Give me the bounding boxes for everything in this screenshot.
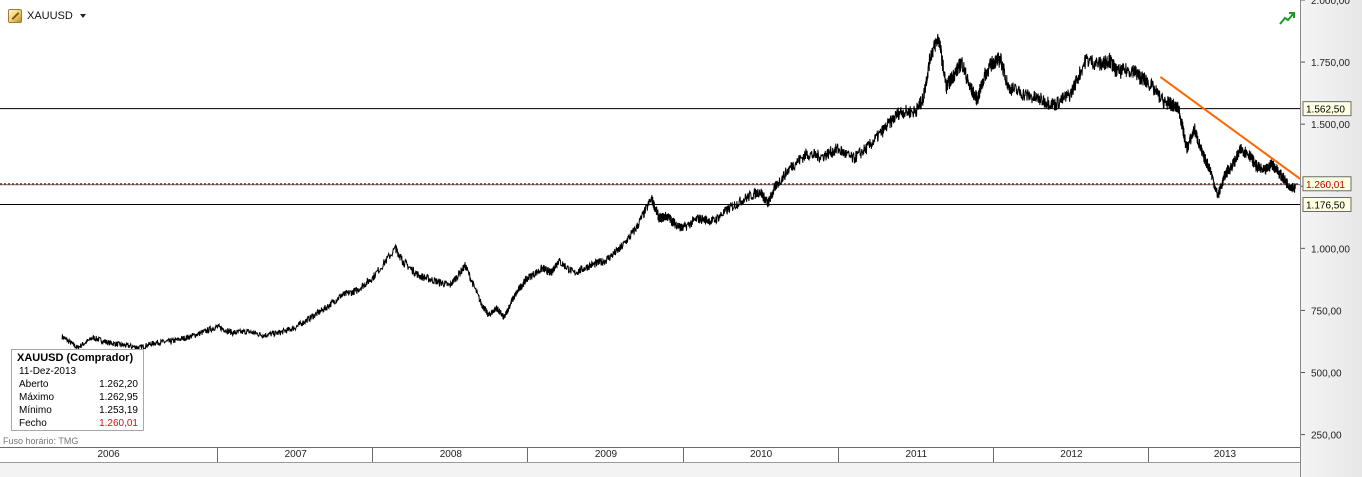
chevron-down-icon[interactable] — [79, 14, 86, 18]
info-value: 1.253,19 — [99, 405, 138, 416]
price-axis-svg: 2.000,001.750,001.500,001.250,001.000,00… — [1301, 0, 1352, 442]
info-row-low: Mínimo 1.253,19 — [17, 404, 138, 417]
chart-plot-area[interactable] — [0, 0, 1300, 447]
info-row-close: Fecho 1.260,01 — [17, 417, 138, 430]
info-value: 1.262,95 — [99, 392, 138, 403]
info-box-title: XAUUSD (Comprador) — [17, 352, 134, 364]
symbol-name[interactable]: XAUUSD — [27, 10, 73, 22]
info-box-date: 11-Dez-2013 — [19, 366, 77, 377]
year-label: 2006 — [97, 449, 120, 460]
year-label: 2013 — [1147, 448, 1301, 462]
time-axis[interactable]: 2006 2007 2008 2009 2010 2011 2012 2013 — [0, 447, 1300, 477]
price-tick-label: 500,00 — [1311, 369, 1342, 380]
price-level-label: 1.176,50 — [1306, 201, 1345, 212]
price-level-flag[interactable] — [1302, 197, 1352, 213]
year-label: 2008 — [372, 448, 528, 462]
info-label: Máximo — [19, 392, 55, 403]
year-label: 2007 — [217, 448, 373, 462]
pencil-icon[interactable] — [8, 9, 22, 23]
info-label: Aberto — [19, 379, 49, 390]
info-label: Mínimo — [19, 405, 52, 416]
current-price-flag[interactable] — [1302, 176, 1352, 192]
price-tick-label: 1.000,00 — [1311, 244, 1350, 255]
price-level-label: 1.562,50 — [1306, 105, 1345, 116]
price-tick-label: 1.500,00 — [1311, 120, 1350, 131]
chart-trend-icon[interactable] — [1279, 11, 1295, 25]
price-level-flag[interactable] — [1302, 101, 1352, 117]
time-axis-labels: 2006 2007 2008 2009 2010 2011 2012 2013 — [0, 448, 1300, 463]
current-price-label: 1.260,01 — [1306, 180, 1345, 191]
year-label: 2009 — [527, 448, 683, 462]
price-tick-label: 250,00 — [1311, 431, 1342, 442]
price-series-line[interactable] — [61, 33, 1296, 351]
info-value-highlight: 1.260,01 — [99, 418, 138, 429]
price-tick-label: 750,00 — [1311, 306, 1342, 317]
price-chart[interactable] — [0, 0, 1300, 447]
price-axis[interactable]: 2.000,001.750,001.500,001.250,001.000,00… — [1300, 0, 1362, 477]
year-label: 2010 — [682, 448, 839, 462]
price-tick-label: 1.750,00 — [1311, 58, 1350, 69]
info-label: Fecho — [19, 418, 47, 429]
year-label: 2012 — [992, 448, 1149, 462]
ohlc-info-box: XAUUSD (Comprador) 11-Dez-2013 Aberto 1.… — [11, 349, 144, 431]
year-label: 2011 — [837, 448, 994, 462]
symbol-selector[interactable]: XAUUSD — [8, 9, 86, 23]
timezone-label: Fuso horário: TMG — [3, 436, 79, 446]
info-row-open: Aberto 1.262,20 — [17, 378, 138, 391]
info-value: 1.262,20 — [99, 379, 138, 390]
info-row-high: Máximo 1.262,95 — [17, 391, 138, 404]
price-tick-label: 2.000,00 — [1311, 0, 1350, 7]
trend-line[interactable] — [1159, 76, 1300, 180]
